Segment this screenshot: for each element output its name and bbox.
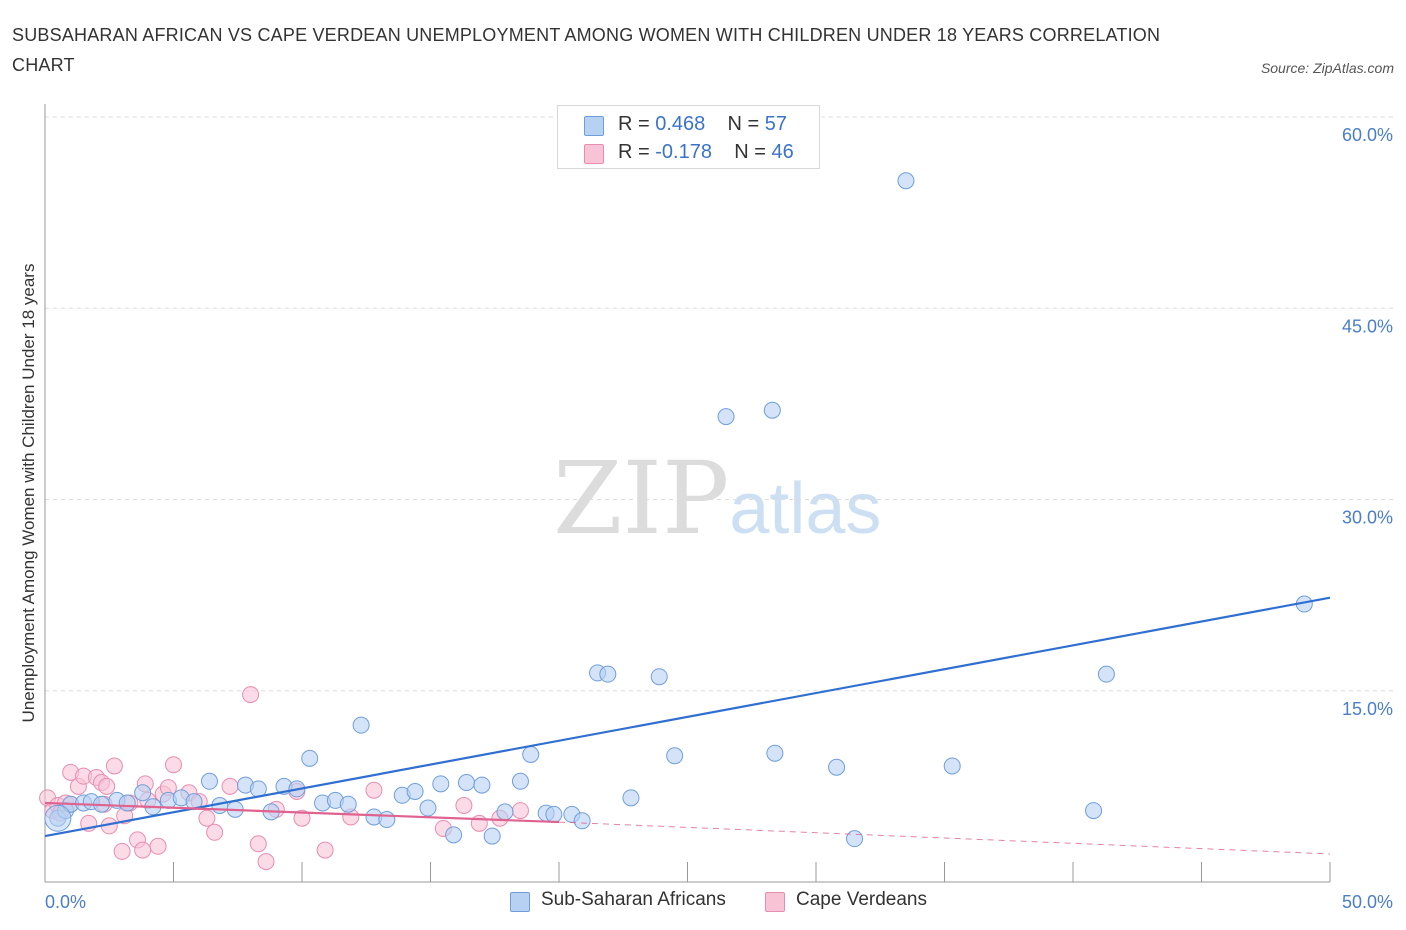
data-point-sub-saharan <box>483 827 501 845</box>
data-point-sub-saharan <box>1085 802 1103 820</box>
data-point-sub-saharan <box>846 830 864 848</box>
data-point-sub-saharan <box>666 747 684 765</box>
data-point-cape-verdean <box>149 837 167 855</box>
trend-lines <box>44 596 1331 855</box>
data-point-cape-verdean <box>198 809 216 827</box>
data-point-cape-verdean <box>365 781 383 799</box>
data-point-sub-saharan <box>118 794 136 812</box>
data-point-cape-verdean <box>511 802 529 820</box>
data-point-cape-verdean <box>134 841 152 859</box>
legend-swatch-cape-verdeans <box>765 892 785 912</box>
data-point-cape-verdean <box>316 841 334 859</box>
data-point-sub-saharan <box>599 665 617 683</box>
legend-text-pink: R = -0.178 N = 46 <box>618 141 794 163</box>
data-point-sub-saharan <box>650 668 668 686</box>
data-point-sub-saharan <box>457 774 475 792</box>
data-point-cape-verdean <box>293 809 311 827</box>
legend-label-sub-saharan: Sub-Saharan Africans <box>541 889 726 910</box>
data-point-cape-verdean <box>206 823 224 841</box>
x-tick-label: 50.0% <box>1342 892 1393 912</box>
y-axis-title: Unemployment Among Women with Children U… <box>19 264 38 723</box>
data-point-sub-saharan <box>352 716 370 734</box>
y-tick-label: 45.0% <box>1342 316 1393 336</box>
data-point-sub-saharan <box>897 172 915 190</box>
data-point-sub-saharan <box>134 784 152 802</box>
gridlines <box>45 116 1395 692</box>
data-point-sub-saharan <box>1097 665 1115 683</box>
trend-line-cape-verdean <box>44 801 560 824</box>
data-point-sub-saharan <box>717 408 735 426</box>
data-point-cape-verdean <box>105 757 123 775</box>
data-point-sub-saharan <box>339 795 357 813</box>
data-point-sub-saharan <box>473 776 491 794</box>
chart-title: SUBSAHARAN AFRICAN VS CAPE VERDEAN UNEMP… <box>12 25 1161 75</box>
data-point-sub-saharan <box>573 812 591 830</box>
correlation-legend: R = 0.468 N = 57 R = -0.178 N = 46 <box>557 105 820 169</box>
data-point-sub-saharan <box>378 811 396 829</box>
legend-swatch-sub-saharan <box>510 892 530 912</box>
data-point-sub-saharan <box>545 805 563 823</box>
data-point-cape-verdean <box>242 686 260 704</box>
y-tick-label: 15.0% <box>1342 699 1393 719</box>
data-point-sub-saharan <box>622 789 640 807</box>
legend-swatch-pink <box>584 144 604 164</box>
data-point-cape-verdean <box>98 777 116 795</box>
legend-swatch-blue <box>584 116 604 136</box>
trend-line-cape-verdean-extension <box>558 821 1331 855</box>
data-point-sub-saharan <box>511 772 529 790</box>
legend-label-cape-verdeans: Cape Verdeans <box>796 889 927 910</box>
watermark: ZIPatlas <box>553 440 881 557</box>
data-point-sub-saharan <box>44 804 72 832</box>
data-point-cape-verdean <box>455 797 473 814</box>
data-point-cape-verdean <box>249 835 267 853</box>
data-point-sub-saharan <box>828 758 846 776</box>
data-point-sub-saharan <box>766 744 784 762</box>
legend-text-blue: R = 0.468 N = 57 <box>618 113 788 135</box>
data-point-sub-saharan <box>432 775 450 793</box>
watermark-atlas: atlas <box>729 469 882 549</box>
data-point-sub-saharan <box>301 749 319 767</box>
data-point-sub-saharan <box>406 782 424 800</box>
axes <box>44 104 1331 883</box>
data-point-cape-verdean <box>165 756 182 774</box>
data-point-sub-saharan <box>445 826 463 844</box>
data-point-cape-verdean <box>221 777 239 795</box>
data-point-sub-saharan <box>419 799 437 817</box>
data-point-cape-verdean <box>470 814 488 832</box>
data-point-sub-saharan <box>943 757 961 775</box>
x-tick-labels: 0.0% 50.0% <box>45 892 1393 912</box>
data-point-sub-saharan <box>185 793 203 811</box>
y-tick-label: 30.0% <box>1342 508 1393 528</box>
y-tick-labels: 15.0% 30.0% 45.0% 60.0% <box>1342 125 1393 719</box>
series-sub-saharan-africans <box>44 172 1313 848</box>
data-point-cape-verdean <box>257 853 275 871</box>
x-tick-label: 0.0% <box>45 892 86 912</box>
data-point-sub-saharan <box>522 746 540 763</box>
watermark-zip: ZIP <box>553 440 730 557</box>
data-point-sub-saharan <box>496 803 514 821</box>
data-point-sub-saharan <box>200 772 218 790</box>
trend-line-sub-saharan <box>44 596 1331 838</box>
source-credit: Source: ZipAtlas.com <box>1260 60 1394 76</box>
y-tick-label: 60.0% <box>1342 125 1393 145</box>
data-point-cape-verdean <box>113 842 131 860</box>
data-point-sub-saharan <box>763 401 781 419</box>
